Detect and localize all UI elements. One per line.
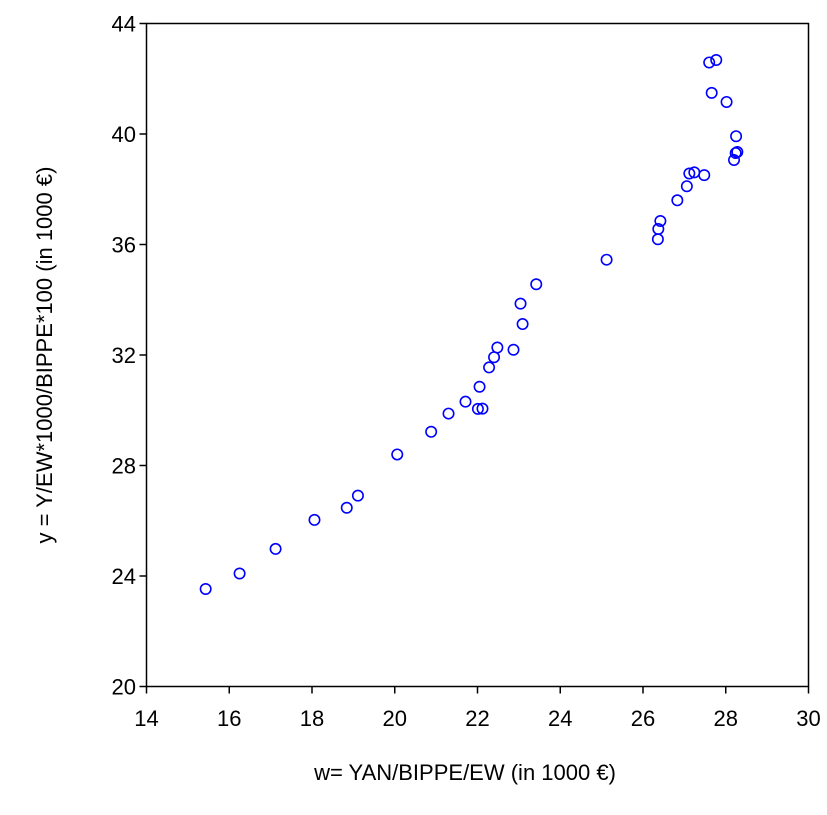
scatter-point bbox=[710, 53, 723, 66]
plot-area bbox=[145, 22, 810, 688]
data-points bbox=[199, 53, 744, 595]
scatter-point bbox=[391, 448, 404, 461]
scatter-point bbox=[705, 86, 718, 99]
x-tick-label: 30 bbox=[796, 706, 820, 731]
scatter-point bbox=[680, 180, 693, 193]
x-axis-ticks: 14 16 18 20 22 24 26 28 30 bbox=[134, 686, 821, 731]
scatter-point bbox=[459, 395, 472, 408]
x-tick-label: 26 bbox=[631, 706, 655, 731]
x-tick-label: 22 bbox=[465, 706, 489, 731]
scatter-point bbox=[269, 542, 282, 555]
scatter-point bbox=[698, 169, 711, 182]
scatter-point bbox=[308, 513, 321, 526]
scatter-point bbox=[683, 167, 696, 180]
scatter-point bbox=[425, 425, 438, 438]
y-tick-label: 44 bbox=[112, 12, 136, 37]
y-axis-title: y = Y/EW*1000/BIPPE*100 (in 1000 €) bbox=[32, 167, 57, 544]
scatter-point bbox=[351, 489, 364, 502]
x-tick-label: 16 bbox=[217, 706, 241, 731]
scatter-point bbox=[483, 361, 496, 374]
y-tick-label: 20 bbox=[112, 675, 136, 700]
scatter-point bbox=[652, 223, 665, 236]
x-tick-label: 18 bbox=[300, 706, 324, 731]
scatter-point bbox=[471, 402, 484, 415]
y-tick-label: 28 bbox=[112, 454, 136, 479]
scatter-point bbox=[516, 318, 529, 331]
x-tick-label: 28 bbox=[714, 706, 738, 731]
scatter-point bbox=[199, 582, 212, 595]
scatter-point bbox=[731, 145, 744, 158]
scatter-point bbox=[654, 215, 667, 228]
scatter-point bbox=[671, 194, 684, 207]
y-tick-label: 40 bbox=[112, 122, 136, 147]
scatter-point bbox=[514, 297, 527, 310]
y-tick-label: 36 bbox=[112, 233, 136, 258]
scatter-point bbox=[728, 153, 741, 166]
scatter-point bbox=[491, 341, 504, 354]
y-tick-label: 24 bbox=[112, 564, 136, 589]
scatter-point bbox=[442, 407, 455, 420]
scatter-point bbox=[730, 130, 743, 143]
y-axis-ticks: 20 24 28 32 36 40 44 bbox=[112, 12, 147, 700]
scatter-point bbox=[233, 567, 246, 580]
y-tick-label: 32 bbox=[112, 343, 136, 368]
scatter-point bbox=[530, 278, 543, 291]
scatter-point bbox=[703, 56, 716, 69]
scatter-point bbox=[720, 95, 733, 108]
x-tick-label: 14 bbox=[134, 706, 158, 731]
scatter-point bbox=[340, 501, 353, 514]
scatter-point bbox=[507, 343, 520, 356]
x-tick-label: 24 bbox=[548, 706, 572, 731]
scatter-point bbox=[600, 253, 613, 266]
x-axis-title: w= YAN/BIPPE/EW (in 1000 €) bbox=[313, 760, 616, 785]
scatter-point bbox=[473, 380, 486, 393]
scatter-point bbox=[476, 402, 489, 415]
x-tick-label: 20 bbox=[383, 706, 407, 731]
